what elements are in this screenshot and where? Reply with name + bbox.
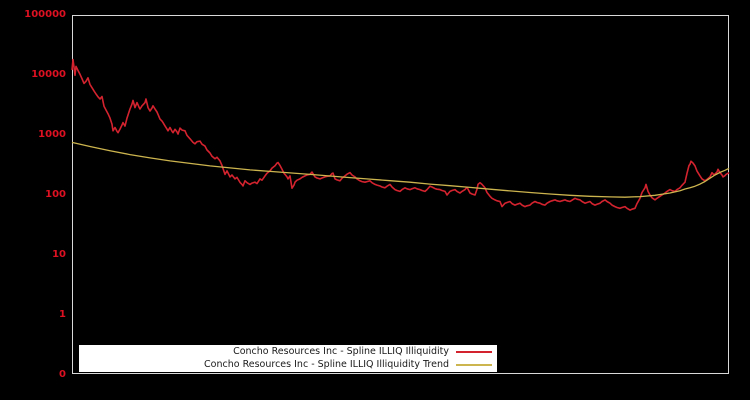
legend-item-label: Concho Resources Inc - Spline ILLIQ Illi… bbox=[233, 346, 449, 357]
illiquidity-line bbox=[71, 58, 730, 211]
plot-frame bbox=[72, 15, 729, 374]
legend-box: Concho Resources Inc - Spline ILLIQ Illi… bbox=[79, 345, 497, 372]
y-tick-label: 1 bbox=[59, 309, 66, 321]
legend-item-illiquidity: Concho Resources Inc - Spline ILLIQ Illi… bbox=[233, 346, 492, 358]
trend-line bbox=[71, 141, 730, 198]
y-tick-label: 10 bbox=[52, 249, 66, 261]
y-tick-label: 0 bbox=[59, 368, 66, 380]
y-tick-label: 100 bbox=[45, 189, 66, 200]
y-tick-label: 100000 bbox=[24, 8, 66, 20]
legend-item-trend: Concho Resources Inc - Spline ILLIQ Illi… bbox=[204, 359, 492, 371]
y-tick-label: 10000 bbox=[31, 68, 66, 80]
y-axis: 100000 10000 1000 100 10 1 0 bbox=[0, 0, 66, 400]
yellow-line-sample-icon bbox=[456, 364, 492, 366]
y-tick-label: 1000 bbox=[38, 128, 66, 140]
legend-item-label: Concho Resources Inc - Spline ILLIQ Illi… bbox=[204, 359, 449, 370]
red-line-sample-icon bbox=[456, 351, 492, 353]
